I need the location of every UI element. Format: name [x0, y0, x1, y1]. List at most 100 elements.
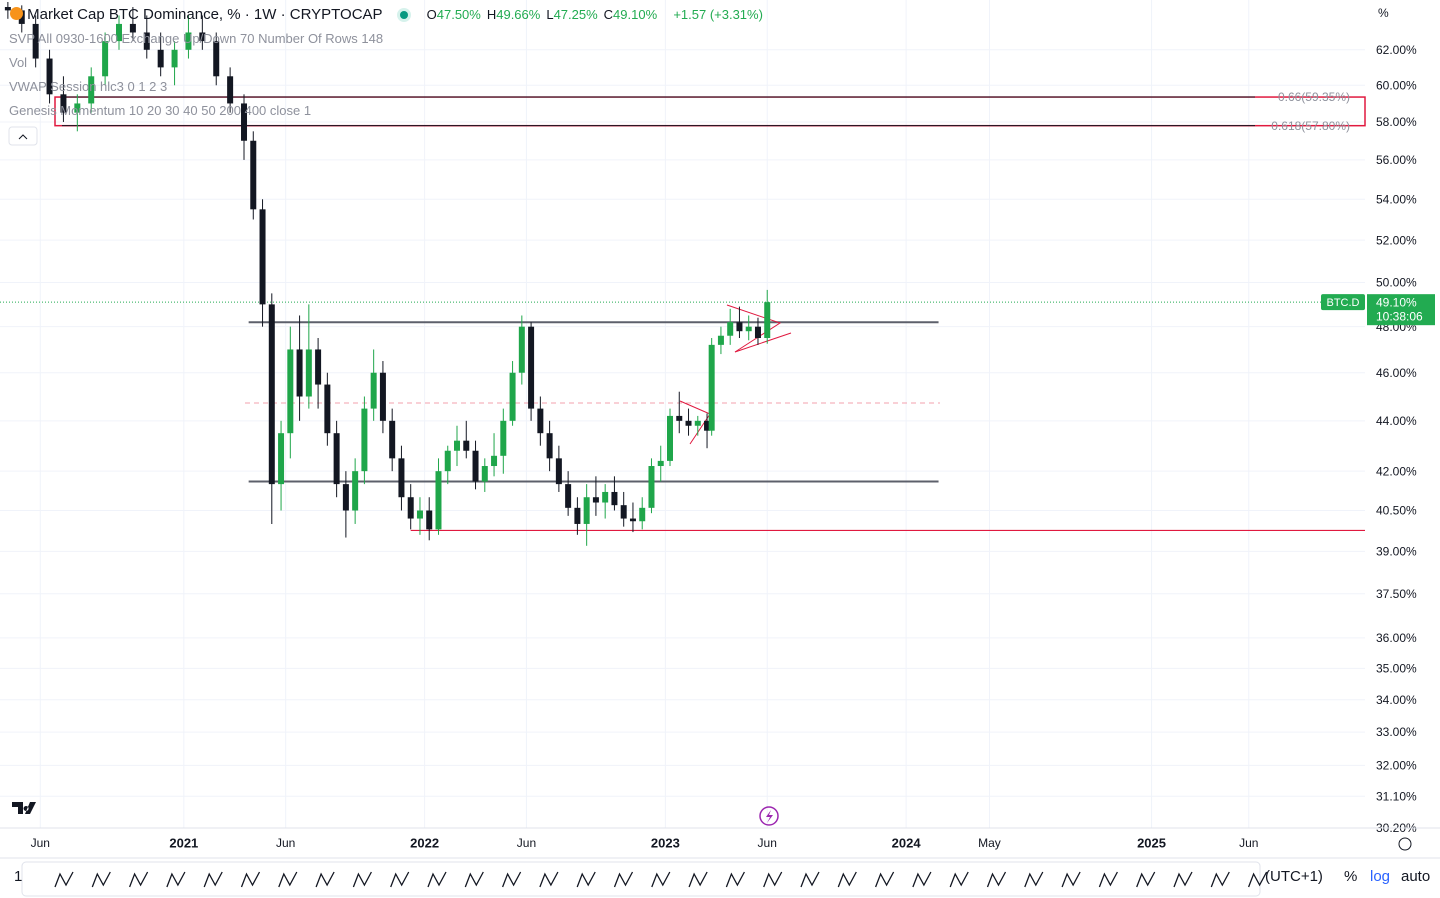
x-tick-label: 2024: [892, 835, 922, 850]
y-tick-label: 50.00%: [1376, 276, 1417, 290]
percent-toggle[interactable]: %: [1344, 868, 1358, 885]
y-tick-label: 37.50%: [1376, 587, 1417, 601]
tool-icon[interactable]: [986, 871, 1007, 888]
tool-icon[interactable]: [837, 871, 857, 888]
timezone[interactable]: (UTC+1): [1265, 868, 1323, 885]
candle-body: [268, 304, 275, 485]
candle-body: [102, 41, 109, 77]
tool-icon[interactable]: [1210, 871, 1230, 888]
tool-icon[interactable]: [1024, 871, 1044, 888]
candle-body: [74, 103, 81, 113]
tool-icon[interactable]: [203, 871, 223, 888]
indicator-label[interactable]: Genesis Momentum 10 20 30 40 50 200 400 …: [9, 103, 312, 118]
tool-icon[interactable]: [763, 871, 783, 888]
candle-body: [185, 32, 192, 50]
candle-body: [426, 510, 433, 530]
change: +1.57 (+3.31%): [673, 7, 763, 22]
candle-body: [241, 103, 248, 141]
symbol-tag: [1321, 294, 1365, 311]
x-tick-label: Jun: [758, 836, 777, 850]
candle-body: [745, 326, 752, 332]
trend-drawing: [734, 332, 792, 353]
tool-icon[interactable]: [128, 871, 149, 888]
tool-icon[interactable]: [278, 871, 298, 888]
candle-body: [32, 23, 39, 59]
tool-icon[interactable]: [874, 871, 895, 888]
candle-body: [611, 491, 618, 506]
indicator-label[interactable]: VWAP Session hlc3 0 1 2 3: [9, 79, 168, 94]
tool-icon[interactable]: [390, 871, 410, 888]
tool-icon[interactable]: [1247, 871, 1268, 888]
candle-body: [555, 458, 562, 485]
tool-icon[interactable]: [651, 871, 671, 888]
tool-icon[interactable]: [613, 871, 634, 888]
candle-body: [46, 58, 53, 95]
interval[interactable]: 1: [14, 868, 23, 885]
axis-unit: %: [1378, 6, 1389, 20]
candle-body: [764, 302, 771, 339]
candle-body: [666, 415, 673, 461]
tool-icon[interactable]: [54, 871, 74, 888]
symbol-tag-label: BTC.D: [1327, 297, 1360, 309]
tool-icon[interactable]: [91, 871, 111, 888]
candle-body: [592, 497, 599, 503]
y-tick-label: 34.00%: [1376, 693, 1417, 707]
y-tick-label: 32.00%: [1376, 759, 1417, 773]
tool-icon[interactable]: [427, 871, 447, 888]
ohlc-value: 47.50%: [436, 7, 481, 22]
x-tick-label: 2023: [651, 835, 680, 850]
y-tick-label: 56.00%: [1376, 153, 1417, 167]
tool-icon[interactable]: [1098, 871, 1118, 888]
tool-icon[interactable]: [1136, 871, 1156, 888]
tool-icon[interactable]: [576, 871, 596, 888]
status-dot: [400, 11, 409, 19]
ohlc-item: H49.66%: [487, 7, 540, 22]
ohlc-value: 49.66%: [496, 7, 541, 22]
ohlc-key: H: [486, 7, 497, 22]
candle-body: [639, 507, 646, 522]
tool-icon[interactable]: [240, 871, 261, 888]
collapse-button[interactable]: [8, 126, 38, 146]
y-tick-label: 36.00%: [1376, 631, 1417, 645]
tool-icon[interactable]: [166, 871, 186, 888]
candle-body: [389, 420, 396, 459]
indicator-label[interactable]: SVP All 0930-1600 Exchange Up/Down 70 Nu…: [9, 31, 384, 46]
candles: [4, 2, 771, 546]
tool-icon[interactable]: [352, 871, 372, 888]
tool-icon[interactable]: [725, 871, 745, 888]
candle-body: [305, 349, 312, 397]
candle-body: [500, 420, 507, 456]
candle-body: [454, 440, 461, 451]
tool-icon[interactable]: [539, 871, 559, 888]
tool-icon[interactable]: [464, 871, 484, 888]
candle-body: [60, 94, 67, 113]
tool-icon[interactable]: [501, 871, 522, 888]
symbol-title[interactable]: Market Cap BTC Dominance, % · 1W · CRYPT…: [27, 6, 383, 23]
tool-icon[interactable]: [949, 871, 969, 888]
auto-toggle[interactable]: auto: [1401, 868, 1431, 885]
tool-icon[interactable]: [800, 871, 820, 888]
price-tag-label: 49.10%: [1376, 295, 1417, 309]
candle-body: [704, 420, 711, 431]
tool-icon[interactable]: [912, 871, 932, 888]
indicator-label[interactable]: Vol: [9, 55, 28, 70]
tool-icon[interactable]: [688, 871, 708, 888]
candle-body: [736, 322, 743, 332]
settings-icon[interactable]: [1398, 837, 1412, 851]
y-tick-label: 52.00%: [1376, 233, 1417, 247]
candle-body: [4, 7, 11, 11]
candle-body: [213, 41, 220, 77]
fib-label: 0.618(57.80%): [1271, 119, 1350, 133]
ohlc-item: C49.10%: [604, 7, 657, 22]
ohlc-item: O47.50%: [427, 7, 481, 22]
tool-icon[interactable]: [1061, 871, 1081, 888]
tool-icon[interactable]: [1173, 871, 1193, 888]
log-toggle[interactable]: log: [1370, 868, 1391, 885]
ohlc-key: L: [546, 7, 554, 22]
candle-body: [435, 471, 442, 530]
price-tag: [1367, 294, 1435, 326]
tool-icon[interactable]: [315, 871, 335, 888]
candle-body: [518, 326, 525, 373]
symbol-icon: [10, 7, 23, 20]
